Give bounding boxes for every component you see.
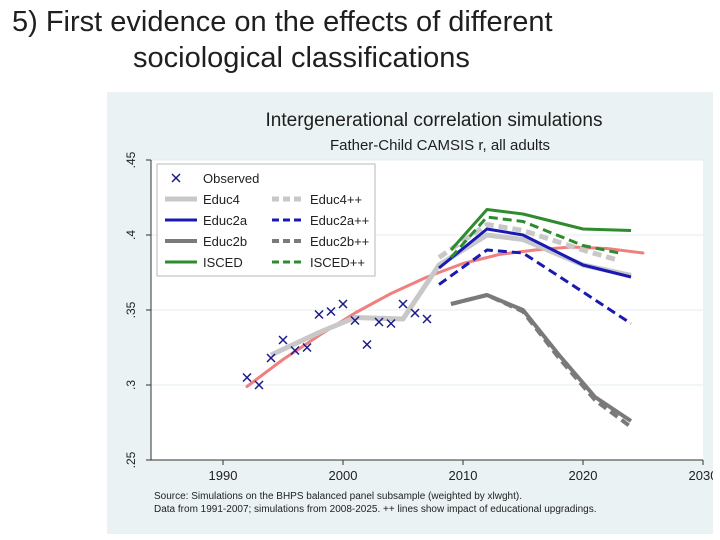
legend-label: Educ2b [203,234,247,249]
legend-label: ISCED [203,255,243,270]
legend-item-educ4-plus: Educ4++ [272,192,362,207]
observed-marker-stroke [290,345,300,356]
observed-point [326,306,336,317]
x-tick-label: 2000 [329,468,358,483]
x-tick-label: 1990 [209,468,238,483]
legend-label: Observed [203,171,259,186]
legend-item-isced: ISCED [165,255,243,270]
observed-point [254,380,264,390]
observed-point [278,335,288,345]
observed-marker-stroke [422,314,432,324]
observed-marker-stroke [350,315,360,326]
legend-item-isced-plus: ISCED++ [272,255,365,270]
series-line-fitted-trend [245,245,645,388]
observed-marker-stroke [362,339,372,350]
observed-marker-stroke [254,380,264,390]
series-line-isced-plus [449,215,620,259]
observed-point [350,315,360,326]
legend-item-educ4: Educ4 [165,192,240,207]
observed-point [290,345,300,356]
x-tick-label: 2010 [449,468,478,483]
legend-swatch-marker [171,173,181,183]
y-tick-label: .25 [124,451,138,468]
chart-subtitle: Father-Child CAMSIS r, all adults [330,137,550,154]
observed-point [266,353,276,363]
legend-item-educ2a: Educ2a [165,213,248,228]
observed-point [242,372,252,383]
observed-marker-stroke [338,299,348,309]
series-line-educ2a-plus [438,248,632,325]
y-tick-label: .45 [124,151,138,168]
observed-marker-stroke [302,342,312,353]
legend-label: Educ2a++ [310,213,369,228]
legend-item-educ2a-plus: Educ2a++ [272,213,369,228]
legend-label: ISCED++ [310,255,365,270]
series-line-educ4-plus [437,222,620,263]
observed-point [386,318,396,329]
legend-label: Educ4 [203,192,240,207]
chart-title: Intergenerational correlation simulation… [266,110,603,131]
legend-item-educ2b-plus: Educ2b++ [272,234,369,249]
observed-point [422,314,432,324]
observed-point [362,339,372,350]
y-tick-label: .4 [124,230,138,240]
observed-marker-stroke [266,353,276,363]
slide-title: 5) First evidence on the effects of diff… [0,4,720,76]
observed-point [410,308,420,318]
observed-marker-stroke [374,317,384,327]
legend-item-observed: Observed [171,171,259,186]
series-line-isced [449,208,632,251]
chart-panel: Intergenerational correlation simulation… [107,92,713,534]
slide-title-line-1: 5) First evidence on the effects of diff… [12,6,553,38]
legend-item-educ2b: Educ2b [165,234,247,249]
source-note-line-1: Source: Simulations on the BHPS balanced… [154,491,522,502]
x-tick-label: 2030 [689,468,713,483]
line-chart: Intergenerational correlation simulation… [124,110,713,515]
x-tick-label: 2020 [569,468,598,483]
observed-marker-stroke [326,306,336,317]
observed-point [314,309,324,320]
observed-point [374,317,384,327]
series-line-educ2b-plus [450,293,633,429]
observed-point [338,299,348,309]
legend-label: Educ2b++ [310,234,369,249]
observed-marker-stroke [410,308,420,318]
series-line-educ2a [438,227,632,279]
y-tick-label: .3 [124,380,138,390]
legend-label: Educ4++ [310,192,362,207]
observed-marker-stroke [314,309,324,320]
observed-point [398,299,408,309]
source-note-line-2: Data from 1991-2007; simulations from 20… [154,504,596,515]
observed-marker-stroke [242,372,252,383]
observed-marker-stroke [398,299,408,309]
legend-label: Educ2a [203,213,248,228]
y-tick-label: .35 [124,301,138,318]
observed-marker-stroke [386,318,396,329]
slide-title-line-2: sociological classifications [133,42,470,74]
observed-marker-stroke [278,335,288,345]
observed-point [302,342,312,353]
